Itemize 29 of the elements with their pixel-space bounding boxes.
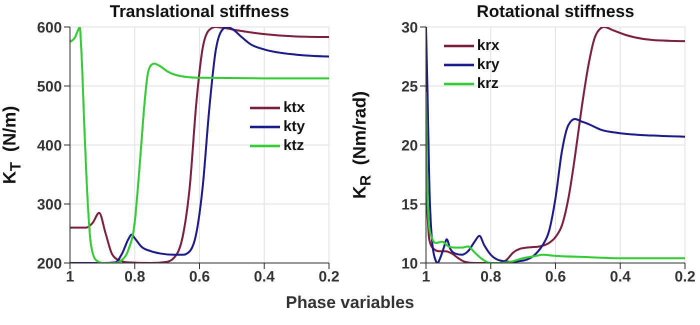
y-tick-label: 200 xyxy=(36,255,62,272)
x-tick-label: 0.6 xyxy=(545,268,566,286)
y-tick-label: 15 xyxy=(401,196,418,214)
x-tick-label: 0.4 xyxy=(610,268,632,286)
x-tick-label: 0.2 xyxy=(674,268,696,286)
x-tick-label: 0.6 xyxy=(189,268,210,286)
y-tick-label: 30 xyxy=(401,19,418,36)
y-tick-label: 500 xyxy=(36,78,62,96)
legend-label: kty xyxy=(283,118,305,135)
legend-label: krx xyxy=(477,37,500,54)
x-axis-title: Phase variables xyxy=(284,293,416,313)
y-tick-label: 20 xyxy=(401,137,418,154)
chart-title: Rotational stiffness xyxy=(476,2,636,22)
legend-label: ktx xyxy=(283,99,305,116)
x-tick-label: 1 xyxy=(66,268,74,286)
y-tick-label: 400 xyxy=(36,137,62,154)
legend-label: ktz xyxy=(283,137,304,154)
x-tick-label: 0.8 xyxy=(480,268,502,286)
x-tick-label: 0.4 xyxy=(254,268,276,286)
y-tick-label: 600 xyxy=(36,19,62,36)
legend-label: kry xyxy=(477,56,500,73)
y-tick-label: 10 xyxy=(401,255,418,272)
legend-label: krz xyxy=(477,75,499,92)
x-tick-label: 1 xyxy=(422,268,430,286)
x-tick-label: 0.8 xyxy=(124,268,146,286)
x-tick-label: 0.2 xyxy=(318,268,340,286)
y-tick-label: 25 xyxy=(401,78,418,96)
chart-title: Translational stiffness xyxy=(108,2,290,22)
y-tick-label: 300 xyxy=(36,196,62,214)
